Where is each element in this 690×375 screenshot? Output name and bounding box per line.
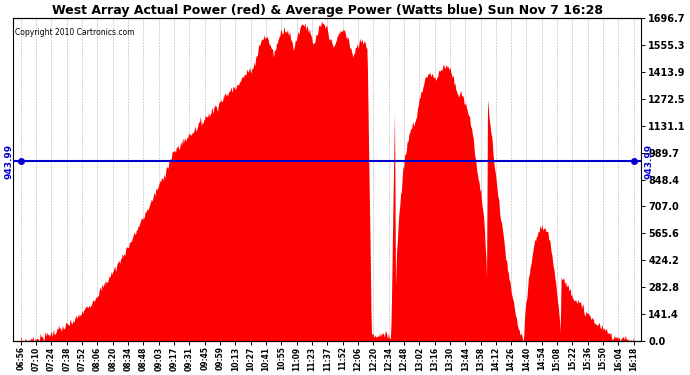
Text: Copyright 2010 Cartronics.com: Copyright 2010 Cartronics.com: [15, 28, 135, 37]
Text: 943.99: 943.99: [4, 144, 13, 179]
Text: 943.99: 943.99: [644, 144, 653, 179]
Title: West Array Actual Power (red) & Average Power (Watts blue) Sun Nov 7 16:28: West Array Actual Power (red) & Average …: [52, 4, 603, 17]
